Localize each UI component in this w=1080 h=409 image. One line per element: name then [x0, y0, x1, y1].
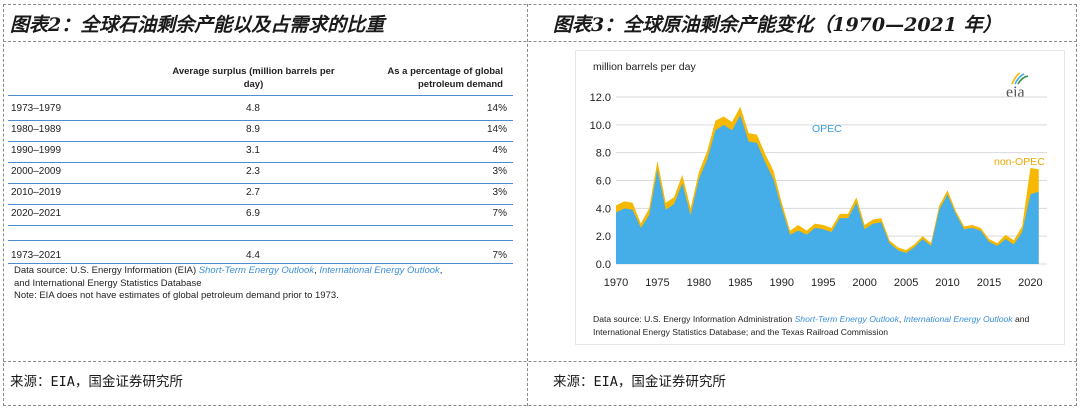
- row-percentage: 3%: [492, 187, 507, 198]
- row-percentage: 3%: [492, 166, 507, 177]
- table-bottom-rule: [8, 263, 513, 264]
- row-percentage: 14%: [486, 124, 507, 135]
- panel-divider: [527, 4, 528, 406]
- row-average: 4.8: [246, 103, 260, 114]
- left-panel-source: 来源：EIA，国金证券研究所: [10, 374, 183, 390]
- table-note-line-1: Data source: U.S. Energy Information (EI…: [14, 265, 442, 278]
- note-suffix: ,: [439, 265, 443, 276]
- table-row: 2000–2009 2.3 3%: [8, 162, 513, 182]
- row-rule: [8, 204, 513, 205]
- source-divider: [3, 361, 1077, 362]
- row-average: 3.1: [246, 145, 260, 156]
- left-panel-title: 图表2：全球石油剩余产能以及占需求的比重: [10, 14, 385, 36]
- row-average: 6.9: [246, 208, 260, 219]
- surplus-table: Average surplus (million barrels per day…: [8, 55, 520, 315]
- chart-card: [575, 50, 1065, 345]
- page-frame: [3, 4, 1077, 406]
- row-period: 2020–2021: [11, 208, 62, 219]
- y-axis-unit-label: million barrels per day: [593, 61, 696, 73]
- table-row: 2010–2019 2.7 3%: [8, 183, 513, 203]
- eia-logo-icon: [1011, 72, 1029, 85]
- note-text: Data source: U.S. Energy Information (EI…: [14, 265, 199, 276]
- total-period: 1973–2021: [11, 250, 62, 261]
- row-average: 2.3: [246, 166, 260, 177]
- row-rule: [8, 120, 513, 121]
- chart-source-line-2: International Energy Statistics Database…: [593, 327, 889, 337]
- table-row: 2020–2021 6.9 7%: [8, 204, 513, 224]
- link-chart-short-term-energy-outlook[interactable]: Short-Term Energy Outlook: [794, 314, 899, 324]
- row-rule: [8, 162, 513, 163]
- header-average-surplus: Average surplus (million barrels per day…: [172, 66, 335, 90]
- table-row: 1973–1979 4.8 14%: [8, 99, 513, 119]
- header-percentage-demand: As a percentage of global petroleum dema…: [387, 66, 503, 90]
- row-rule: [8, 183, 513, 184]
- row-percentage: 14%: [486, 103, 507, 114]
- chart-source-text: Data source: U.S. Energy Information Adm…: [593, 314, 795, 324]
- table-total-row: 1973–2021 4.4 7%: [8, 246, 513, 266]
- right-panel-source: 来源：EIA，国金证券研究所: [553, 374, 726, 390]
- eia-logo-text: eia: [1006, 84, 1025, 101]
- row-period: 2000–2009: [11, 166, 62, 177]
- row-rule: [8, 240, 513, 241]
- row-rule: [8, 225, 513, 226]
- table-row: 1980–1989 8.9 14%: [8, 120, 513, 140]
- row-period: 1980–1989: [11, 124, 62, 135]
- link-chart-international-energy-outlook[interactable]: International Energy Outlook: [903, 314, 1013, 324]
- total-average: 4.4: [246, 250, 260, 261]
- table-header-rule: [8, 95, 513, 96]
- row-average: 2.7: [246, 187, 260, 198]
- row-average: 8.9: [246, 124, 260, 135]
- row-period: 1973–1979: [11, 103, 62, 114]
- row-period: 1990–1999: [11, 145, 62, 156]
- chart-source-suffix: and: [1012, 314, 1030, 324]
- row-percentage: 7%: [492, 208, 507, 219]
- row-rule: [8, 141, 513, 142]
- chart-source-line-1: Data source: U.S. Energy Information Adm…: [593, 313, 1029, 326]
- note-separator: ,: [314, 265, 320, 276]
- row-period: 2010–2019: [11, 187, 62, 198]
- table-note-line-3: Note: EIA does not have estimates of glo…: [14, 290, 339, 301]
- table-note-line-2: and International Energy Statistics Data…: [14, 277, 202, 289]
- link-short-term-energy-outlook[interactable]: Short-Term Energy Outlook: [198, 265, 315, 276]
- link-international-energy-outlook[interactable]: International Energy Outlook: [319, 265, 440, 276]
- row-percentage: 4%: [492, 145, 507, 156]
- total-percentage: 7%: [492, 250, 507, 261]
- chart-source-separator: ,: [898, 314, 904, 324]
- table-row: 1990–1999 3.1 4%: [8, 141, 513, 161]
- title-divider: [3, 41, 1077, 42]
- right-panel-title: 图表3：全球原油剩余产能变化（1970—2021 年）: [553, 14, 1002, 36]
